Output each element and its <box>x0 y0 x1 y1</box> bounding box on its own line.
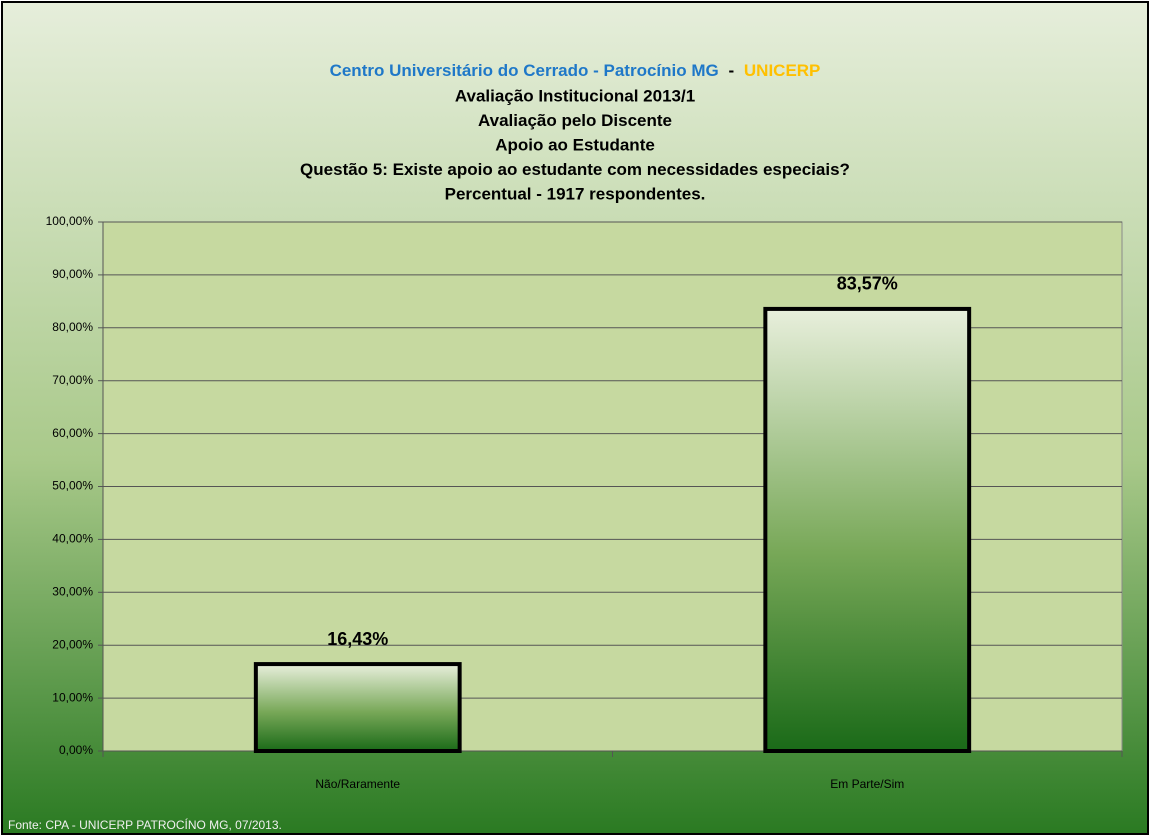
y-tick-label: 30,00% <box>52 584 93 598</box>
bar <box>763 306 972 753</box>
value-label: 83,57% <box>837 274 898 294</box>
source-note: Fonte: CPA - UNICERP PATROCÍNO MG, 07/20… <box>8 817 282 832</box>
y-tick-label: 100,00% <box>46 214 94 228</box>
x-tick-label: Em Parte/Sim <box>830 777 904 791</box>
x-tick-label: Não/Raramente <box>315 777 400 791</box>
title-part: - <box>728 61 734 80</box>
subtitle: Avaliação Institucional 2013/1 <box>455 86 695 105</box>
y-tick-label: 20,00% <box>52 637 93 651</box>
subtitle: Avaliação pelo Discente <box>478 111 672 130</box>
subtitle: Apoio ao Estudante <box>495 135 655 154</box>
y-tick-label: 90,00% <box>52 267 93 281</box>
y-tick-label: 40,00% <box>52 532 93 546</box>
y-tick-label: 50,00% <box>52 479 93 493</box>
subtitle: Percentual - 1917 respondentes. <box>445 184 706 203</box>
title-part: UNICERP <box>744 61 821 80</box>
bar <box>253 662 462 754</box>
title-part: Centro Universitário do Cerrado - Patroc… <box>330 61 719 80</box>
chart-title: Centro Universitário do Cerrado - Patroc… <box>330 61 821 80</box>
y-tick-label: 80,00% <box>52 320 93 334</box>
subtitle: Questão 5: Existe apoio ao estudante com… <box>300 160 850 179</box>
y-tick-label: 70,00% <box>52 373 93 387</box>
y-tick-label: 60,00% <box>52 426 93 440</box>
y-tick-label: 0,00% <box>59 743 93 757</box>
value-label: 16,43% <box>327 629 388 649</box>
y-tick-label: 10,00% <box>52 690 93 704</box>
